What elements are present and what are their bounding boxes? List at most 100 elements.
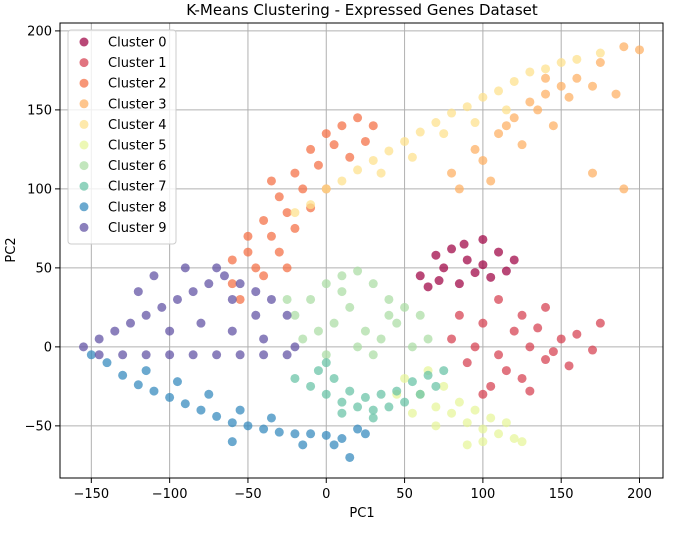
- data-point: [243, 231, 253, 241]
- data-point: [415, 389, 425, 399]
- data-point: [360, 326, 370, 336]
- legend-label: Cluster 7: [108, 180, 167, 195]
- data-point: [459, 239, 469, 249]
- data-point: [635, 45, 645, 55]
- data-point: [133, 287, 143, 297]
- data-point: [290, 429, 300, 439]
- data-point: [266, 294, 276, 304]
- data-point: [282, 310, 292, 320]
- data-point: [141, 310, 151, 320]
- data-point: [447, 108, 457, 118]
- data-point: [180, 399, 190, 409]
- data-point: [149, 386, 159, 396]
- data-point: [235, 405, 245, 415]
- data-point: [290, 223, 300, 233]
- data-point: [376, 334, 386, 344]
- data-point: [306, 381, 316, 391]
- data-point: [259, 215, 269, 225]
- data-point: [337, 408, 347, 418]
- data-point: [368, 413, 378, 423]
- data-point: [431, 421, 441, 431]
- data-point: [509, 76, 519, 86]
- plot-frame: [59, 22, 664, 479]
- data-point: [298, 440, 308, 450]
- data-point: [337, 287, 347, 297]
- data-point: [470, 268, 480, 278]
- legend-label: Cluster 8: [108, 200, 167, 215]
- data-point: [376, 168, 386, 178]
- data-point: [494, 294, 504, 304]
- data-point: [259, 334, 269, 344]
- data-point: [470, 405, 480, 415]
- y-tick-label: −50: [25, 419, 52, 434]
- data-point: [556, 57, 566, 67]
- data-point: [282, 294, 292, 304]
- data-point: [478, 260, 488, 270]
- data-point: [227, 255, 237, 265]
- data-point: [478, 234, 488, 244]
- data-point: [494, 86, 504, 96]
- data-point: [525, 67, 535, 77]
- data-point: [227, 279, 237, 289]
- data-point: [541, 89, 551, 99]
- data-point: [525, 342, 535, 352]
- data-point: [509, 255, 519, 265]
- data-point: [407, 377, 417, 387]
- legend-label: Cluster 4: [108, 118, 167, 133]
- x-tick-label: 0: [322, 487, 330, 502]
- data-point: [564, 361, 574, 371]
- data-point: [345, 386, 355, 396]
- data-point: [360, 136, 370, 146]
- data-point: [556, 81, 566, 91]
- data-point: [384, 402, 394, 412]
- data-point: [486, 381, 496, 391]
- data-point: [274, 427, 284, 437]
- data-point: [94, 334, 104, 344]
- data-point: [454, 310, 464, 320]
- data-point: [462, 358, 472, 368]
- data-point: [556, 334, 566, 344]
- legend: Cluster 0 Cluster 1 Cluster 2 Cluster 3 Clus…: [67, 29, 177, 245]
- data-point: [431, 250, 441, 260]
- data-point: [329, 440, 339, 450]
- data-point: [501, 266, 511, 276]
- data-point: [494, 429, 504, 439]
- data-point: [439, 129, 449, 139]
- data-point: [290, 310, 300, 320]
- data-point: [251, 263, 261, 273]
- data-point: [462, 418, 472, 428]
- x-tick-label: −50: [234, 487, 261, 502]
- data-point: [478, 437, 488, 447]
- data-point: [501, 105, 511, 115]
- data-point: [478, 92, 488, 102]
- data-point: [423, 370, 433, 380]
- data-points: [78, 42, 645, 462]
- axis-ticks: −150 −100 −50 0 50 100 150 200 −50 0 50 100 150 200: [25, 24, 652, 502]
- data-point: [392, 318, 402, 328]
- data-point: [141, 350, 151, 360]
- data-point: [282, 208, 292, 218]
- data-point: [368, 121, 378, 131]
- data-point: [94, 350, 104, 360]
- data-point: [298, 334, 308, 344]
- data-point: [478, 389, 488, 399]
- data-point: [235, 350, 245, 360]
- data-point: [572, 54, 582, 64]
- data-point: [259, 350, 269, 360]
- data-point: [384, 146, 394, 156]
- data-point: [501, 366, 511, 376]
- data-point: [204, 389, 214, 399]
- data-point: [400, 136, 410, 146]
- data-point: [329, 373, 339, 383]
- data-point: [447, 244, 457, 254]
- data-point: [548, 121, 558, 131]
- data-point: [360, 429, 370, 439]
- legend-marker: [79, 202, 89, 212]
- legend-label: Cluster 0: [108, 36, 167, 51]
- data-point: [266, 176, 276, 186]
- data-point: [282, 350, 292, 360]
- data-point: [501, 121, 511, 131]
- x-tick-label: −150: [73, 487, 109, 502]
- data-point: [345, 302, 355, 312]
- x-axis-label: PC1: [349, 506, 374, 521]
